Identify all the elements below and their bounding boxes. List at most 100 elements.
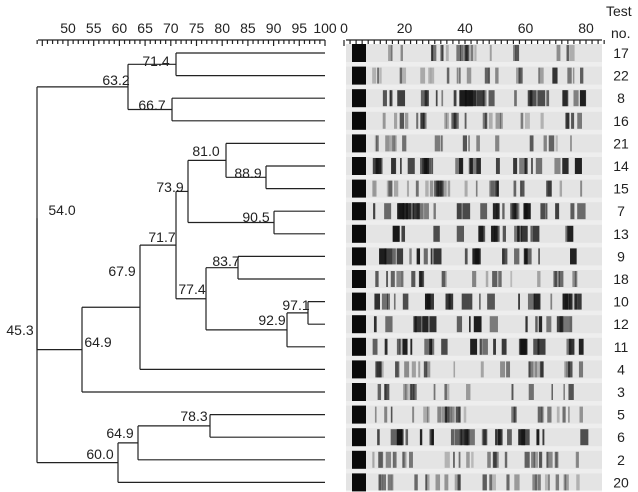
gel-band [514, 474, 520, 491]
gel-band [520, 112, 524, 129]
gel-band [391, 135, 394, 152]
gel-tick-label: 40 [457, 20, 473, 36]
sample-label: 18 [613, 271, 629, 287]
gel-band [464, 112, 467, 129]
gel-band [426, 406, 430, 423]
gel-band [422, 158, 429, 174]
gel-band [385, 135, 390, 152]
gel-band [502, 225, 506, 242]
gel-band [551, 384, 553, 400]
gel-lane-bg [346, 360, 602, 379]
gel-band [545, 203, 548, 220]
gel-band [411, 384, 417, 400]
gel-band [535, 316, 538, 333]
node-similarity-label: 64.9 [106, 425, 133, 441]
gel-band [402, 451, 407, 468]
node-similarity-label: 90.5 [242, 209, 269, 225]
gel-band [466, 429, 475, 446]
sample-label: 9 [617, 248, 625, 264]
gel-band [403, 384, 407, 400]
gel-band [409, 248, 412, 265]
gel-band [384, 384, 387, 400]
gel-band [471, 451, 474, 468]
gel-band [519, 158, 527, 174]
gel-band [543, 135, 547, 152]
gel-band [474, 45, 477, 61]
gel-band [420, 67, 426, 84]
sample-label: 10 [613, 294, 629, 310]
gel-band [377, 429, 380, 446]
gel-band [382, 474, 387, 491]
gel-band [396, 271, 401, 287]
gel-band [532, 474, 538, 491]
gel-band [539, 451, 543, 468]
node-similarity-label: 54.0 [48, 202, 75, 218]
gel-band [547, 180, 552, 197]
gel-band [464, 248, 468, 265]
gel-band [538, 474, 541, 491]
gel-band [568, 361, 573, 378]
sample-label: 13 [613, 226, 629, 242]
gel-band [482, 112, 487, 129]
gel-band [568, 338, 575, 355]
gel-band [480, 361, 484, 378]
gel-band [444, 451, 450, 468]
gel-band [540, 361, 544, 378]
gel-band [405, 203, 409, 220]
gel-band [445, 406, 449, 423]
gel-band [488, 90, 495, 107]
gel-band [392, 225, 400, 242]
gel-band [524, 158, 528, 174]
gel-band [513, 406, 517, 423]
gel-band [377, 67, 380, 84]
gel-band [384, 338, 388, 355]
gel-band [579, 406, 583, 423]
gel-band [429, 180, 434, 197]
sample-label: 22 [613, 68, 629, 84]
gel-band [374, 406, 377, 423]
gel-band [514, 45, 520, 61]
gel-lane [346, 270, 602, 288]
gel-band [352, 360, 366, 379]
node-similarity-label: 63.2 [102, 72, 129, 88]
gel-band [374, 135, 378, 152]
gel-band [480, 338, 483, 355]
gel-band [510, 271, 513, 287]
gel-band [566, 338, 572, 355]
gel-band [578, 361, 584, 378]
gel-band [518, 338, 526, 355]
gel-lane [346, 405, 602, 424]
gel-band [540, 203, 546, 220]
gel-band [409, 203, 414, 220]
gel-band [374, 180, 377, 197]
gel-band [495, 67, 499, 84]
gel-band [394, 451, 397, 468]
gel-lane [346, 315, 602, 334]
sample-label: 8 [617, 90, 625, 106]
gel-band [437, 180, 443, 197]
gel-band [352, 179, 366, 198]
gel-band [568, 384, 574, 400]
gel-image [346, 44, 602, 492]
gel-band [495, 429, 497, 446]
gel-band [533, 361, 538, 378]
gel-band [352, 428, 366, 447]
gel-band [405, 429, 409, 446]
gel-band [394, 112, 398, 129]
gel-band [454, 429, 461, 446]
gel-band [489, 45, 492, 61]
gel-band [379, 361, 382, 378]
gel-band [536, 429, 540, 446]
gel-band [412, 406, 415, 423]
gel-band [490, 225, 494, 242]
node-similarity-label: 64.9 [84, 334, 111, 350]
gel-band [400, 158, 402, 174]
gel-band [544, 474, 550, 491]
gel-band [555, 271, 561, 287]
gel-band [430, 248, 433, 265]
gel-band [441, 45, 444, 61]
gel-band [352, 157, 366, 175]
gel-band [548, 474, 550, 491]
gel-band [542, 429, 545, 446]
gel-band [468, 158, 477, 174]
